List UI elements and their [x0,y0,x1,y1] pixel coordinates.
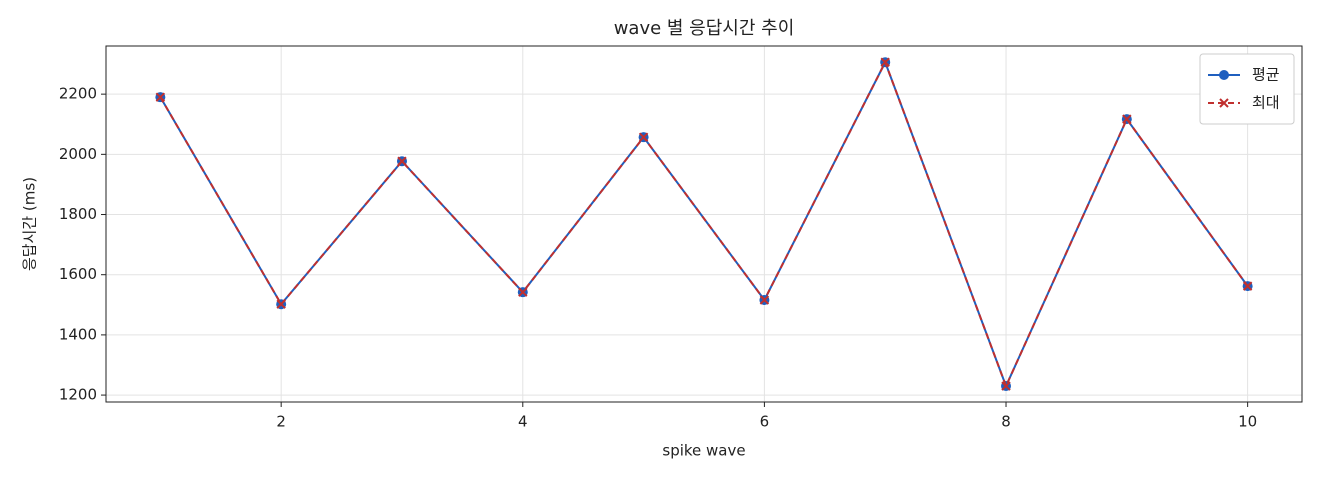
x-tick-label: 4 [518,413,528,431]
marker-shape [276,299,286,309]
legend-box [1199,53,1295,125]
x-tick-label: 8 [1001,413,1011,431]
y-axis-label: 응답시간 (ms) [21,177,39,271]
x-tick-label: 2 [276,413,286,431]
marker [1001,381,1011,391]
marker-shape [1122,114,1132,124]
y-tick-label: 2200 [59,85,97,103]
marker [397,156,407,166]
y-tick-label: 1200 [59,386,97,404]
y-tick-label: 1600 [59,265,97,283]
marker [638,132,649,142]
marker [1122,114,1132,124]
marker [1219,98,1229,108]
chart-title: wave 별 응답시간 추이 [614,18,795,39]
y-tick-label: 1800 [59,205,97,223]
marker [880,57,890,67]
marker-shape [759,295,770,305]
marker [518,287,528,297]
marker [1242,281,1253,291]
marker-shape [880,57,890,67]
marker-shape [1219,98,1229,108]
plot-frame [105,45,1303,403]
series-line [159,59,1249,389]
marker-shape [638,132,649,142]
y-tick-label: 2000 [59,145,97,163]
legend-label: 최대 [1252,94,1280,112]
marker [276,299,286,309]
y-tick-label: 1400 [59,325,97,343]
marker-shape [1242,281,1253,291]
x-tick-label: 6 [760,413,770,431]
marker [1219,70,1229,80]
x-axis-label: spike wave [662,442,745,460]
series-line [159,59,1249,389]
marker-shape [1001,381,1011,391]
marker [759,295,770,305]
marker [155,92,166,102]
marker-shape [155,92,166,102]
marker-shape [397,156,407,166]
marker-shape [518,287,528,297]
x-tick-label: 10 [1238,413,1257,431]
legend-label: 평균 [1252,66,1280,84]
